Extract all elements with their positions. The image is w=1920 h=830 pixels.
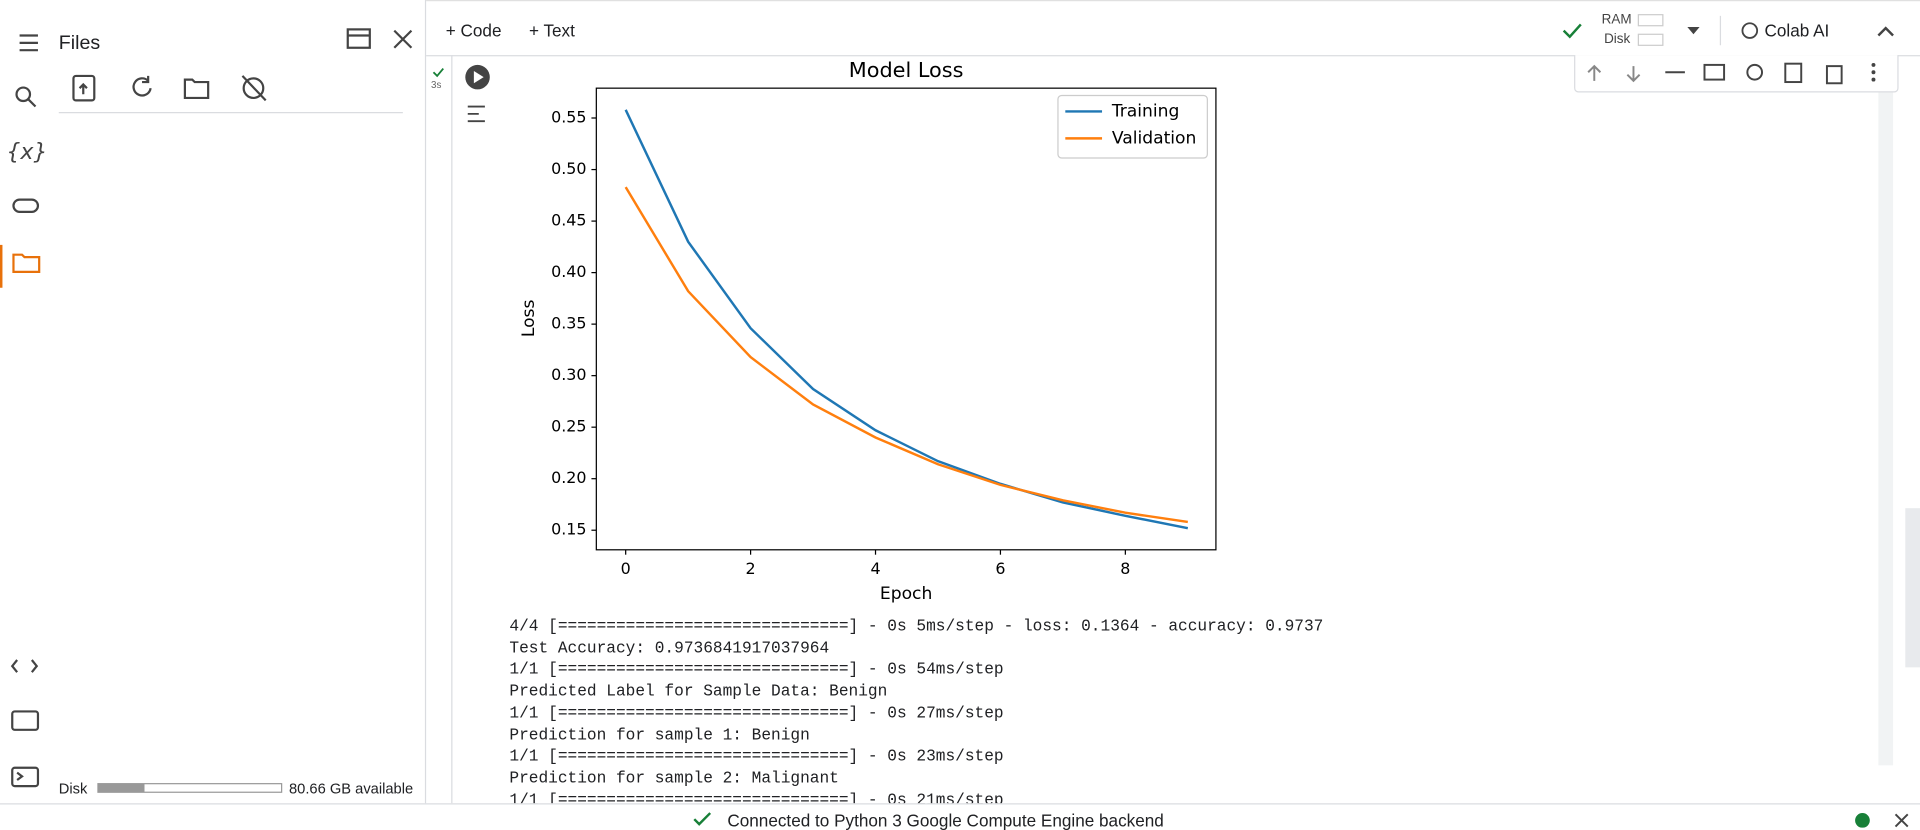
y-tick-label: 0.20 bbox=[551, 468, 586, 487]
status-text: Connected to Python 3 Google Compute Eng… bbox=[727, 810, 1164, 830]
execution-time: 3s bbox=[431, 79, 442, 91]
output-line: 4/4 [==============================] - 0… bbox=[509, 617, 1324, 636]
y-tick-label: 0.15 bbox=[551, 520, 586, 539]
output-line: 1/1 [==============================] - 0… bbox=[509, 790, 1004, 804]
y-tick-label: 0.45 bbox=[551, 211, 586, 230]
x-tick-label: 8 bbox=[1120, 559, 1130, 578]
y-tick-label: 0.30 bbox=[551, 365, 586, 384]
sidebar-icons: {x} bbox=[0, 28, 413, 793]
chart: Model Loss Epoch Loss 0.15 0.20 0.25 0.30 0.… bbox=[519, 58, 1217, 604]
sidebar: Files {x} Disk 80 bbox=[0, 0, 427, 804]
cell-chrome bbox=[432, 55, 1920, 804]
disk-available: 80.66 GB available bbox=[288, 780, 414, 798]
disk-label: Disk bbox=[58, 780, 88, 798]
sidebar-title: Files bbox=[58, 33, 101, 54]
svg-text:{x}: {x} bbox=[6, 140, 47, 165]
disk-indicator-label: Disk bbox=[1604, 31, 1631, 47]
add-text-button[interactable]: + Text bbox=[528, 20, 575, 41]
output-line: Test Accuracy: 0.9736841917037964 bbox=[509, 638, 830, 658]
legend-label: Validation bbox=[1112, 128, 1197, 148]
y-tick-label: 0.40 bbox=[551, 262, 586, 281]
x-tick-label: 2 bbox=[746, 559, 756, 578]
status-bar: Connected to Python 3 Google Compute Eng… bbox=[0, 803, 1920, 830]
output-line: 1/1 [==============================] - 0… bbox=[509, 703, 1004, 723]
ram-label: RAM bbox=[1601, 12, 1632, 27]
chart-title: Model Loss bbox=[849, 58, 964, 82]
line-series bbox=[624, 109, 1189, 530]
y-tick-label: 0.55 bbox=[551, 108, 586, 127]
colab-ai-button[interactable]: Colab AI bbox=[1764, 21, 1829, 41]
x-axis-label: Epoch bbox=[880, 584, 932, 604]
status-icons bbox=[1855, 813, 1909, 828]
y-tick-label: 0.50 bbox=[551, 159, 586, 178]
output-line: Prediction for sample 1: Benign bbox=[509, 725, 810, 744]
add-text-label: Text bbox=[543, 20, 575, 41]
x-tick-label: 6 bbox=[995, 559, 1005, 578]
output-line: 1/1 [==============================] - 0… bbox=[509, 660, 1004, 679]
status-check bbox=[693, 812, 712, 826]
add-code-label: Code bbox=[460, 20, 502, 41]
toolbar-icons bbox=[1562, 14, 1894, 46]
output-line: Prediction for sample 2: Malignant bbox=[509, 768, 839, 788]
output-line: 1/1 [==============================] - 0… bbox=[509, 747, 1004, 766]
add-code-button[interactable]: + Code bbox=[445, 20, 502, 41]
output-line: Predicted Label for Sample Data: Benign bbox=[509, 682, 888, 701]
colab-ai-label: Colab AI bbox=[1764, 20, 1830, 41]
x-tick-label: 4 bbox=[870, 559, 880, 578]
plot-frame bbox=[595, 87, 1217, 551]
y-axis-label: Loss bbox=[519, 300, 539, 338]
toolbar: + Code + Text RAM Disk Colab AI bbox=[426, 0, 1920, 57]
x-tick-label: 0 bbox=[621, 559, 631, 578]
y-tick-label: 0.35 bbox=[551, 314, 586, 333]
cell-output: 4/4 [==============================] - 0… bbox=[509, 616, 1856, 803]
legend-label: Training bbox=[1111, 101, 1180, 121]
line-series bbox=[624, 186, 1188, 524]
y-tick-label: 0.25 bbox=[551, 417, 586, 436]
